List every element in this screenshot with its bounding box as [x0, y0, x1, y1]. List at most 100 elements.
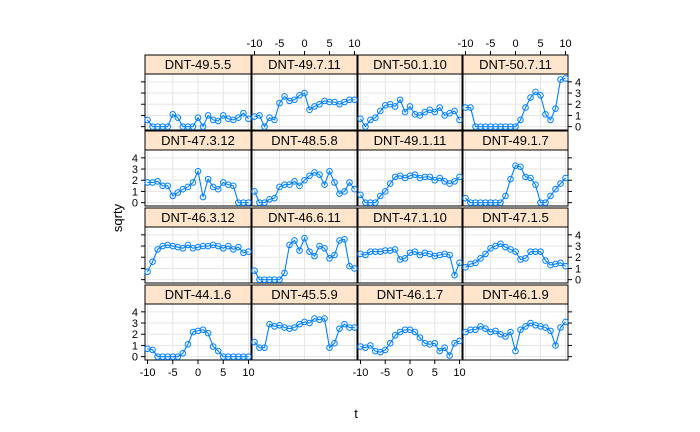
data-point [372, 114, 379, 121]
data-point [251, 188, 258, 195]
data-point [245, 115, 252, 123]
y-tick-label: 0 [132, 198, 138, 210]
data-point [326, 344, 333, 351]
data-point [391, 332, 399, 339]
data-point [321, 181, 328, 189]
data-point [351, 265, 358, 272]
data-point [522, 323, 529, 330]
data-point [214, 117, 222, 125]
data-point [251, 338, 258, 346]
data-point [301, 176, 308, 184]
data-point [431, 108, 439, 116]
data-point [467, 104, 474, 111]
panel-strip-label: DNT-49.5.5 [165, 57, 231, 72]
data-point [164, 353, 172, 360]
data-point [219, 112, 227, 119]
series-line [254, 317, 355, 349]
data-point [462, 104, 469, 111]
data-point [507, 175, 514, 183]
data-point [456, 116, 463, 124]
data-point [421, 173, 429, 181]
panel: DNT-50.1.10 [357, 54, 463, 131]
data-point [472, 123, 479, 130]
data-point [321, 244, 328, 252]
data-point [411, 248, 419, 255]
data-point [281, 181, 288, 189]
data-point [271, 194, 278, 202]
panel-strip-label: DNT-50.1.10 [373, 57, 447, 72]
data-point [431, 339, 439, 347]
data-point [477, 123, 484, 130]
data-point [532, 181, 539, 189]
x-tick-label: 5 [432, 367, 438, 379]
data-point [367, 248, 374, 255]
panel-border [462, 73, 569, 131]
data-point [547, 327, 554, 335]
panel-strip-label: DNT-46.1.9 [482, 287, 548, 302]
data-point [261, 199, 268, 206]
data-point [204, 329, 212, 337]
data-point [271, 116, 278, 124]
y-tick-label: 3 [575, 88, 581, 100]
panel-strip-label: DNT-47.1.10 [373, 210, 447, 225]
data-point [194, 114, 202, 121]
data-point [416, 334, 424, 341]
data-point [219, 353, 227, 360]
data-point [451, 178, 458, 185]
data-point [301, 89, 308, 97]
data-point [507, 123, 514, 130]
y-tick-label: 2 [132, 175, 138, 187]
data-point [194, 167, 202, 175]
panel-border [251, 73, 358, 131]
data-point [169, 111, 177, 118]
x-tick-label: 10 [559, 38, 571, 50]
x-tick-label: 0 [301, 38, 307, 50]
data-point [291, 324, 298, 331]
data-point [507, 328, 514, 336]
data-point [557, 259, 564, 267]
data-point [512, 347, 519, 355]
data-point [562, 75, 569, 82]
data-point [240, 199, 247, 206]
data-point [497, 123, 504, 130]
data-point [224, 353, 232, 360]
data-point [517, 326, 524, 334]
data-point [362, 251, 369, 259]
data-point [492, 199, 499, 206]
panel-border [144, 226, 252, 284]
x-tick-label: 10 [242, 367, 254, 379]
data-point [326, 255, 333, 262]
data-point [451, 107, 458, 115]
panel-border [357, 73, 463, 131]
data-point [235, 199, 242, 206]
data-point [537, 199, 544, 206]
data-point [331, 251, 338, 259]
data-point [542, 257, 549, 264]
data-point [230, 353, 237, 360]
data-point [179, 349, 187, 357]
data-point [276, 99, 283, 107]
data-point [204, 112, 212, 119]
data-point [184, 341, 192, 348]
data-point [251, 267, 258, 274]
data-point [562, 318, 569, 326]
x-tick-label: -5 [275, 38, 285, 50]
data-point [159, 123, 166, 130]
series-line [465, 243, 566, 268]
data-point [224, 242, 232, 250]
data-point [557, 324, 564, 331]
data-point [522, 104, 529, 111]
x-tick-label: 10 [348, 38, 360, 50]
panel: DNT-49.5.5 [141, 54, 252, 131]
series-line [360, 248, 461, 277]
data-point [199, 326, 207, 334]
data-point [174, 114, 182, 121]
data-point [144, 179, 151, 186]
data-point [401, 108, 409, 116]
y-tick-label: 4 [575, 230, 581, 242]
x-tick-label: 5 [537, 38, 543, 50]
data-point [331, 179, 338, 186]
data-point [482, 250, 489, 258]
